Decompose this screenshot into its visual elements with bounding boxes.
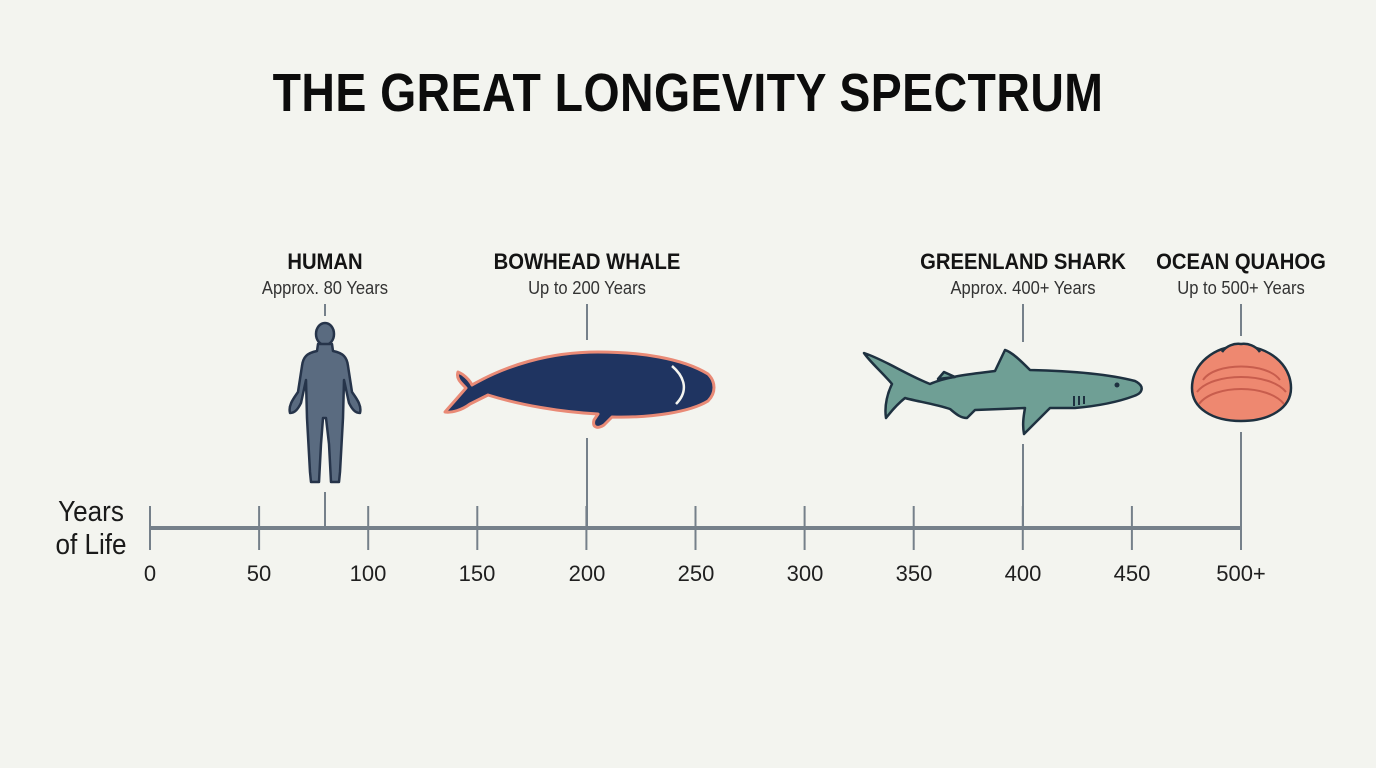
tick-label-0: 0: [143, 561, 157, 586]
axis-title-line1: Years: [58, 496, 124, 528]
species-lifespan-bowhead-whale: Up to 200 Years: [528, 278, 646, 298]
tick-label-100: 100: [349, 561, 387, 586]
axis-title: Years of Life: [51, 496, 132, 562]
bowhead-whale-icon: [443, 350, 716, 429]
species-name-bowhead-whale: BOWHEAD WHALE: [493, 249, 681, 274]
tick-label-300: 300: [786, 561, 824, 586]
species-lifespan-ocean-quahog: Up to 500+ Years: [1177, 278, 1305, 298]
label-ocean-quahog: OCEAN QUAHOG Up to 500+ Years: [1091, 249, 1376, 299]
species-lifespan-greenland-shark: Approx. 400+ Years: [950, 278, 1096, 298]
species-name-greenland-shark: GREENLAND SHARK: [920, 249, 1126, 274]
tick-label-450: 450: [1113, 561, 1151, 586]
label-greenland-shark: GREENLAND SHARK Approx. 400+ Years: [873, 249, 1173, 299]
greenland-shark-icon: [862, 348, 1143, 436]
human-silhouette-icon: [288, 321, 362, 484]
label-human: HUMAN Approx. 80 Years: [175, 249, 475, 299]
tick-label-400: 400: [1004, 561, 1042, 586]
species-name-ocean-quahog: OCEAN QUAHOG: [1156, 249, 1326, 274]
species-name-human: HUMAN: [287, 249, 363, 274]
tick-label-50: 50: [246, 561, 272, 586]
tick-label-500-plus: 500+: [1216, 561, 1266, 586]
ocean-quahog-clam-icon: [1190, 342, 1293, 423]
label-bowhead-whale: BOWHEAD WHALE Up to 200 Years: [437, 249, 737, 299]
page-title: THE GREAT LONGEVITY SPECTRUM: [272, 63, 1104, 123]
tick-label-350: 350: [895, 561, 933, 586]
axis-title-line2: of Life: [55, 529, 127, 561]
tick-label-200: 200: [568, 561, 606, 586]
tick-label-250: 250: [677, 561, 715, 586]
species-lifespan-human: Approx. 80 Years: [261, 278, 389, 298]
tick-label-150: 150: [458, 561, 496, 586]
